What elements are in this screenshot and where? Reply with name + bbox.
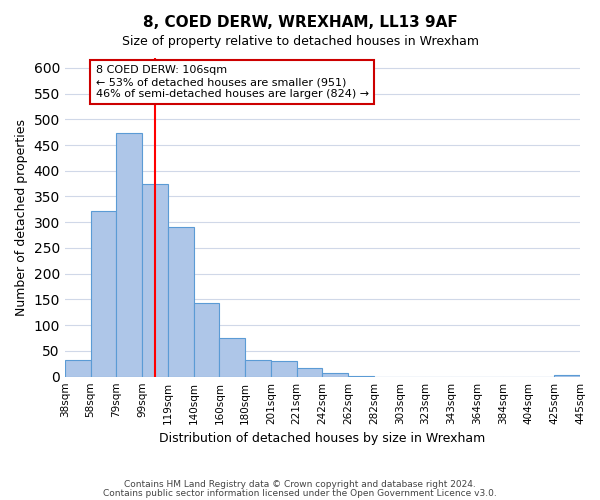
Bar	[554, 375, 580, 376]
Bar	[116, 132, 142, 376]
Text: 8 COED DERW: 106sqm
← 53% of detached houses are smaller (951)
46% of semi-detac: 8 COED DERW: 106sqm ← 53% of detached ho…	[96, 66, 369, 98]
Text: Size of property relative to detached houses in Wrexham: Size of property relative to detached ho…	[121, 35, 479, 48]
Text: Contains public sector information licensed under the Open Government Licence v3: Contains public sector information licen…	[103, 489, 497, 498]
Bar	[271, 361, 296, 376]
Bar	[91, 211, 116, 376]
Text: 8, COED DERW, WREXHAM, LL13 9AF: 8, COED DERW, WREXHAM, LL13 9AF	[143, 15, 457, 30]
Bar	[245, 360, 271, 376]
Bar	[168, 227, 194, 376]
Bar	[322, 373, 348, 376]
Bar	[65, 360, 91, 376]
Bar	[142, 184, 168, 376]
Bar	[194, 302, 220, 376]
Text: Contains HM Land Registry data © Crown copyright and database right 2024.: Contains HM Land Registry data © Crown c…	[124, 480, 476, 489]
Bar	[296, 368, 322, 376]
Y-axis label: Number of detached properties: Number of detached properties	[15, 118, 28, 316]
X-axis label: Distribution of detached houses by size in Wrexham: Distribution of detached houses by size …	[159, 432, 485, 445]
Bar	[220, 338, 245, 376]
